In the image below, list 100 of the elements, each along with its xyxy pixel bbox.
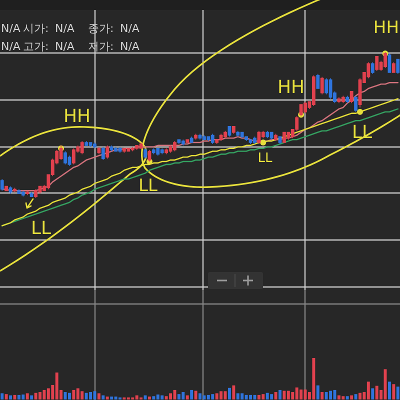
candlestick xyxy=(30,192,34,197)
bar xyxy=(76,388,80,400)
candlestick xyxy=(202,134,206,140)
bar xyxy=(0,393,4,400)
bar xyxy=(110,396,114,400)
candlestick xyxy=(316,74,320,89)
bar xyxy=(278,390,282,400)
bar xyxy=(198,393,202,400)
bar xyxy=(316,385,320,400)
candlestick xyxy=(194,133,198,140)
candlestick xyxy=(59,145,63,160)
bar xyxy=(55,372,58,400)
bar xyxy=(257,394,260,400)
candlestick xyxy=(282,132,286,143)
bar xyxy=(206,394,210,400)
bar xyxy=(375,386,378,400)
bar xyxy=(190,390,194,400)
candlestick xyxy=(270,132,274,140)
bar xyxy=(89,392,92,400)
candlestick xyxy=(375,56,379,72)
bar xyxy=(38,392,42,400)
candlestick xyxy=(21,190,25,197)
candlestick xyxy=(232,126,236,134)
annotation: LL xyxy=(352,122,372,143)
bar xyxy=(350,395,354,400)
candlestick xyxy=(286,132,290,140)
bar xyxy=(266,392,269,400)
candlestick xyxy=(135,145,139,150)
bar xyxy=(135,395,138,400)
bar xyxy=(186,395,189,400)
candlestick xyxy=(366,62,370,79)
bar xyxy=(312,358,316,400)
candlestick xyxy=(346,95,350,104)
bar xyxy=(282,390,286,400)
bar xyxy=(72,390,76,400)
bar xyxy=(148,396,151,400)
bar xyxy=(160,395,164,400)
bar xyxy=(240,393,244,400)
bar xyxy=(392,384,396,400)
candlestick xyxy=(274,133,278,142)
bar xyxy=(22,394,25,400)
candlestick xyxy=(26,190,30,196)
candlestick xyxy=(114,146,118,152)
point xyxy=(260,140,266,146)
text: 시가: xyxy=(23,22,49,35)
bar xyxy=(177,394,180,400)
bar xyxy=(342,396,345,400)
annotation: N/A xyxy=(55,40,75,53)
candlestick xyxy=(13,187,16,193)
candlestick xyxy=(17,188,21,194)
text: LL xyxy=(30,218,52,239)
candlestick xyxy=(164,148,168,155)
candlestick xyxy=(236,130,240,138)
candlestick xyxy=(354,95,358,112)
candlestick xyxy=(122,148,126,154)
bar xyxy=(371,388,374,400)
candlestick xyxy=(219,133,223,142)
annotation: LL xyxy=(258,151,273,166)
candlestick xyxy=(0,178,4,192)
text: HH xyxy=(373,18,399,38)
candlestick xyxy=(130,146,134,152)
bar xyxy=(337,395,340,400)
point xyxy=(357,108,363,115)
annotation: LL xyxy=(138,176,158,196)
bar xyxy=(106,396,109,400)
candlestick xyxy=(253,136,256,144)
bar xyxy=(80,391,84,400)
candlestick xyxy=(240,132,244,139)
bar xyxy=(152,396,156,400)
candlestick xyxy=(248,139,252,144)
bar xyxy=(84,392,88,400)
bar xyxy=(42,390,46,400)
bar xyxy=(354,394,358,400)
bar xyxy=(262,394,265,400)
text: N/A xyxy=(1,22,21,35)
candlestick xyxy=(88,142,92,148)
candlestick xyxy=(224,130,227,139)
candlestick xyxy=(190,136,194,143)
bar xyxy=(329,390,332,400)
bar xyxy=(182,392,185,400)
bar xyxy=(26,393,29,400)
annotation: HH xyxy=(63,106,91,127)
bar xyxy=(220,391,223,400)
bar xyxy=(169,393,172,400)
candlestick xyxy=(152,148,156,155)
candlestick xyxy=(34,188,38,198)
candlestick xyxy=(181,139,185,146)
bar xyxy=(358,392,362,400)
bar xyxy=(194,390,198,400)
bar xyxy=(244,394,248,400)
candlestick xyxy=(72,148,76,165)
bar xyxy=(30,395,34,400)
bar xyxy=(274,392,278,400)
candlestick xyxy=(257,130,261,144)
candlestick xyxy=(126,148,130,152)
candlestick xyxy=(106,145,110,159)
bar xyxy=(211,394,214,400)
candlestick xyxy=(320,76,324,95)
bar xyxy=(228,388,231,400)
candlestick xyxy=(186,139,190,143)
